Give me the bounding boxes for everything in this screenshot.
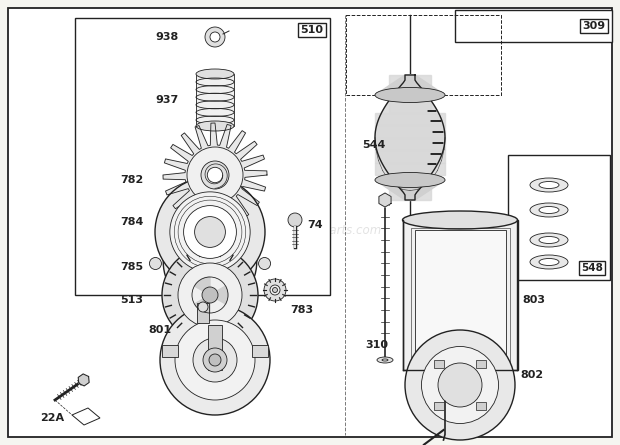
- Ellipse shape: [196, 69, 234, 79]
- Bar: [455, 10, 612, 42]
- Text: 510: 510: [301, 25, 324, 35]
- Polygon shape: [379, 193, 391, 207]
- Bar: [403, 220, 518, 370]
- Circle shape: [422, 347, 498, 424]
- Circle shape: [195, 217, 226, 247]
- Text: 802: 802: [520, 370, 543, 380]
- Circle shape: [184, 206, 236, 259]
- Circle shape: [193, 338, 237, 382]
- Ellipse shape: [530, 233, 568, 247]
- Circle shape: [187, 147, 243, 203]
- Bar: [208, 325, 222, 370]
- Bar: [252, 345, 268, 357]
- Circle shape: [273, 287, 278, 292]
- Bar: [508, 155, 610, 280]
- Text: 801: 801: [148, 325, 171, 335]
- Circle shape: [201, 161, 229, 189]
- Polygon shape: [389, 100, 431, 113]
- Circle shape: [264, 279, 286, 301]
- Ellipse shape: [539, 182, 559, 189]
- Circle shape: [178, 263, 242, 327]
- Circle shape: [155, 177, 265, 287]
- Circle shape: [170, 192, 250, 272]
- Circle shape: [270, 285, 280, 295]
- Text: 74: 74: [307, 220, 322, 230]
- Text: 937: 937: [155, 95, 179, 105]
- Polygon shape: [210, 286, 228, 304]
- Polygon shape: [375, 113, 445, 125]
- Bar: [433, 402, 444, 410]
- Polygon shape: [389, 88, 431, 100]
- Text: 544: 544: [362, 140, 386, 150]
- Text: 783: 783: [290, 305, 313, 315]
- Ellipse shape: [539, 236, 559, 243]
- Polygon shape: [195, 277, 210, 295]
- Bar: [433, 360, 444, 368]
- Ellipse shape: [530, 203, 568, 217]
- Text: 785: 785: [120, 262, 143, 272]
- Bar: [196, 74, 234, 126]
- Circle shape: [162, 247, 258, 343]
- Text: 782: 782: [120, 175, 143, 185]
- Bar: [411, 228, 510, 370]
- Polygon shape: [375, 180, 445, 200]
- Ellipse shape: [377, 357, 393, 363]
- Polygon shape: [163, 123, 267, 227]
- Circle shape: [202, 287, 218, 303]
- Circle shape: [209, 354, 221, 366]
- Polygon shape: [375, 75, 445, 95]
- Text: 548: 548: [581, 263, 603, 273]
- Circle shape: [207, 167, 223, 183]
- Bar: [476, 360, 486, 368]
- Circle shape: [175, 320, 255, 400]
- Polygon shape: [375, 138, 445, 150]
- Bar: [476, 402, 486, 410]
- Circle shape: [163, 215, 257, 309]
- Text: 938: 938: [155, 32, 179, 42]
- Polygon shape: [375, 150, 445, 162]
- Circle shape: [149, 258, 161, 270]
- Circle shape: [205, 27, 225, 47]
- Polygon shape: [375, 75, 445, 200]
- Text: 22A: 22A: [40, 413, 64, 423]
- Text: 309: 309: [582, 21, 606, 31]
- Ellipse shape: [530, 178, 568, 192]
- Circle shape: [288, 213, 302, 227]
- Ellipse shape: [375, 173, 445, 187]
- Circle shape: [160, 305, 270, 415]
- Bar: [75, 18, 330, 295]
- Ellipse shape: [539, 259, 559, 266]
- Ellipse shape: [196, 121, 234, 131]
- Bar: [346, 15, 501, 95]
- Text: 803: 803: [522, 295, 545, 305]
- Polygon shape: [389, 187, 431, 200]
- Circle shape: [182, 235, 237, 290]
- Text: 784: 784: [120, 217, 143, 227]
- Polygon shape: [389, 75, 431, 88]
- Text: 310: 310: [365, 340, 388, 350]
- Polygon shape: [72, 408, 100, 425]
- Circle shape: [210, 32, 220, 42]
- Polygon shape: [195, 295, 210, 313]
- Ellipse shape: [530, 255, 568, 269]
- Polygon shape: [389, 175, 431, 187]
- Circle shape: [438, 363, 482, 407]
- Polygon shape: [78, 374, 89, 386]
- Circle shape: [259, 258, 270, 270]
- Circle shape: [204, 163, 216, 175]
- Polygon shape: [375, 125, 445, 138]
- Polygon shape: [375, 162, 445, 175]
- Bar: [415, 230, 506, 360]
- Text: 513: 513: [120, 295, 143, 305]
- Ellipse shape: [375, 88, 445, 102]
- Text: eReplacementParts.com: eReplacementParts.com: [238, 223, 382, 236]
- Ellipse shape: [402, 211, 518, 229]
- Circle shape: [405, 330, 515, 440]
- Ellipse shape: [382, 359, 388, 361]
- Bar: [162, 345, 178, 357]
- Circle shape: [198, 302, 208, 312]
- Bar: [197, 303, 209, 323]
- Ellipse shape: [539, 206, 559, 214]
- Circle shape: [203, 348, 227, 372]
